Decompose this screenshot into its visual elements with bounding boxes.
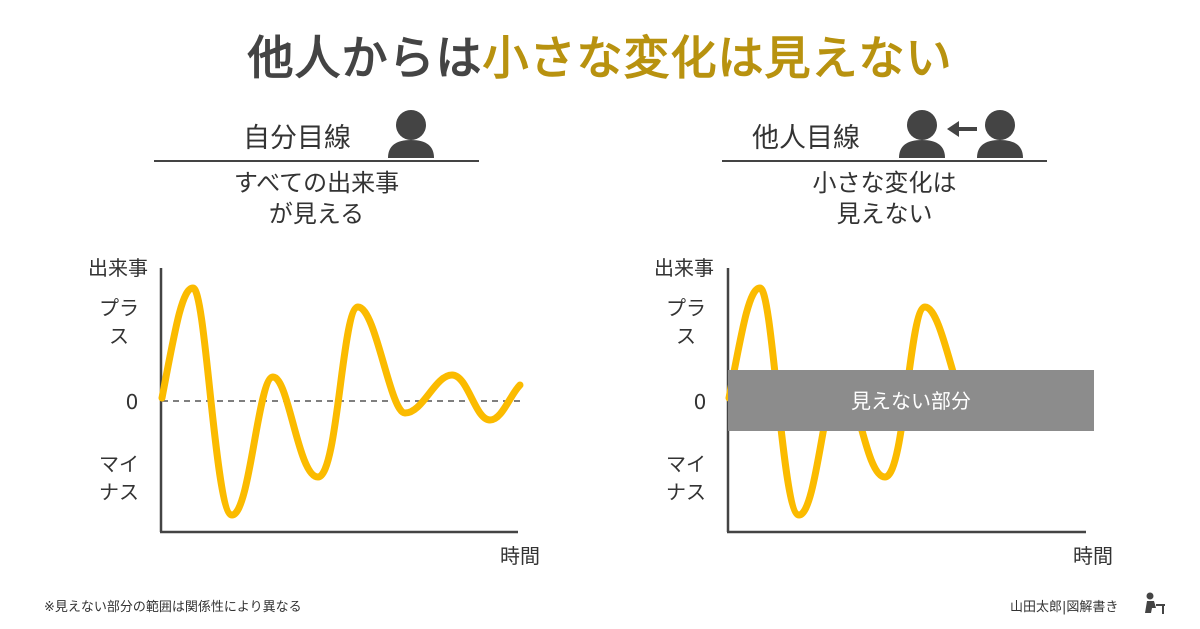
right-y-plus-line1: プラ <box>666 296 706 320</box>
title-part-normal: 他人からは <box>247 31 483 85</box>
left-description-line1: すべての出来事 <box>233 169 400 197</box>
right-heading-rule <box>722 160 1047 162</box>
left-y-plus-line1: プラ <box>99 296 139 320</box>
hidden-band <box>728 370 1094 431</box>
left-y-minus-line1: マイ <box>99 452 139 476</box>
right-y-minus-line1: マイ <box>666 452 706 476</box>
right-y-plus-line2: ス <box>676 324 696 348</box>
left-x-axis-title: 時間 <box>500 544 540 568</box>
right-y-zero-label: 0 <box>693 390 707 414</box>
right-description: 小さな変化は 見えない <box>722 168 1047 230</box>
left-y-plus-line2: ス <box>109 324 129 348</box>
left-y-plus-label: プラ ス <box>96 294 142 350</box>
left-panel-heading: 自分目線 <box>243 123 351 154</box>
left-y-zero-label: 0 <box>125 390 139 414</box>
left-y-minus-line2: ナス <box>99 480 139 504</box>
left-description: すべての出来事 が見える <box>154 168 479 230</box>
left-y-minus-label: マイ ナス <box>96 450 142 506</box>
right-description-line2: 見えない <box>836 200 933 228</box>
credit-text: 山田太郎|図解書き <box>1010 600 1119 615</box>
right-y-plus-label: プラ ス <box>663 294 709 350</box>
footer-note: ※見えない部分の範囲は関係性により異なる <box>44 600 302 615</box>
left-description-line2: が見える <box>268 200 365 228</box>
right-y-minus-label: マイ ナス <box>663 450 709 506</box>
left-wave-line <box>158 284 524 519</box>
title-part-highlight: 小さな変化は見えない <box>482 31 953 85</box>
right-x-axis-title: 時間 <box>1073 544 1113 568</box>
hidden-band-label: 見えない部分 <box>851 389 971 413</box>
right-y-minus-line2: ナス <box>666 480 706 504</box>
left-y-axis-title: 出来事 <box>88 256 148 280</box>
left-heading-rule <box>154 160 479 162</box>
right-y-axis-title: 出来事 <box>654 256 714 280</box>
page-title: 他人からは小さな変化は見えない <box>0 22 1200 88</box>
right-description-line1: 小さな変化は <box>812 169 957 197</box>
right-panel-heading: 他人目線 <box>752 123 860 154</box>
